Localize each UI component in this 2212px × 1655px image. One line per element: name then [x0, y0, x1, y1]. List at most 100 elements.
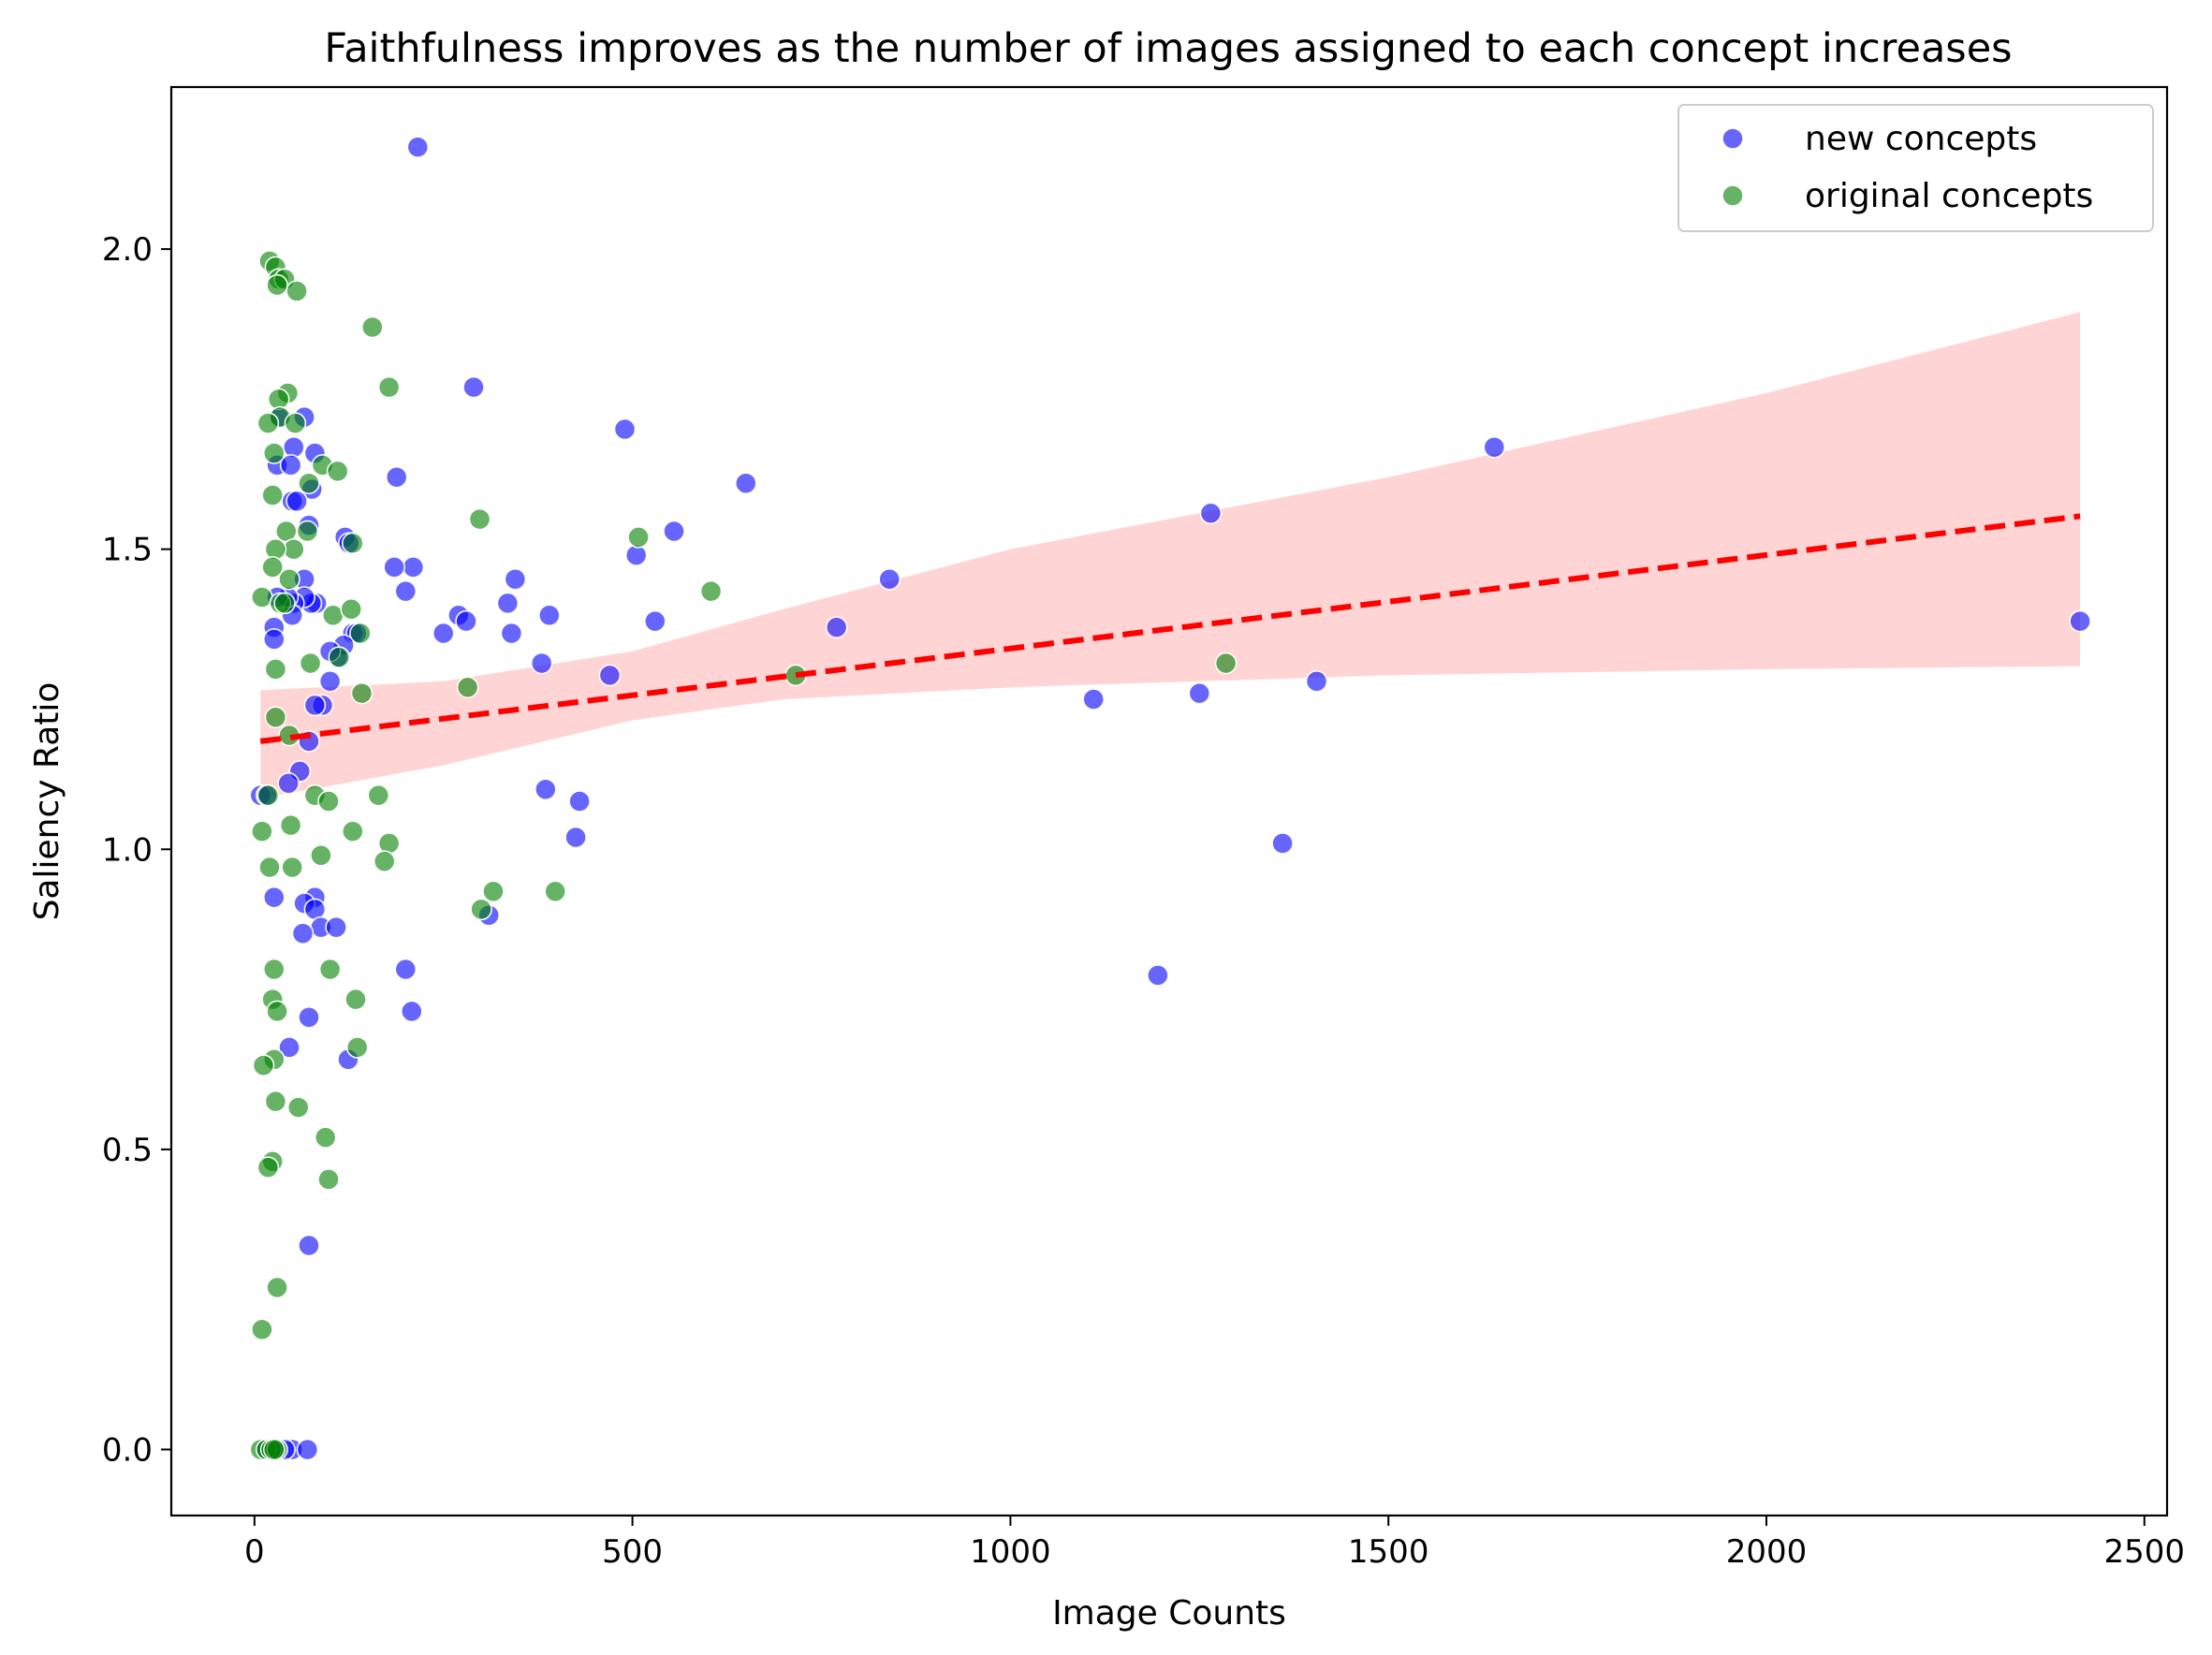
series-original-concepts [249, 250, 1238, 1461]
scatter-point [298, 472, 320, 494]
scatter-point [326, 460, 349, 483]
legend: new concepts original concepts [1677, 104, 2154, 232]
scatter-point [1305, 670, 1328, 693]
x-tick-label: 1500 [1348, 1533, 1429, 1571]
scatter-point [470, 898, 492, 921]
scatter-point [350, 681, 374, 705]
scatter-point [1147, 964, 1169, 987]
chart-title: Faithfulness improves as the number of i… [324, 25, 2012, 72]
scatter-point [264, 706, 287, 728]
scatter-point [281, 856, 303, 879]
scatter-point [349, 622, 372, 645]
scatter-point [298, 1006, 320, 1029]
scatter-point [663, 520, 685, 543]
scatter-point [568, 790, 591, 813]
scatter-point [273, 592, 296, 615]
scatter-point [496, 592, 520, 615]
scatter-point [878, 568, 901, 591]
scatter-point [1214, 652, 1238, 675]
scatter-point [361, 315, 384, 339]
scatter-point [535, 778, 557, 800]
scatter-point [644, 609, 667, 633]
scatter-point [367, 784, 390, 807]
scatter-point [261, 556, 284, 579]
x-tick-label: 2000 [1726, 1533, 1808, 1571]
scatter-point [538, 604, 561, 626]
y-tick-label: 0.5 [102, 1132, 153, 1169]
scatter-point [456, 676, 479, 698]
scatter-point [1199, 502, 1223, 524]
scatter-point [318, 958, 342, 981]
scatter-point [402, 556, 425, 579]
x-tick-label: 0 [244, 1533, 265, 1571]
scatter-point [284, 412, 307, 434]
scatter-point [325, 915, 347, 939]
scatter-point [345, 1036, 369, 1059]
legend-marker-new-concepts [1721, 127, 1744, 150]
scatter-point [613, 417, 637, 441]
scatter-point [385, 466, 408, 489]
scatter-point [286, 490, 308, 513]
scatter-point [279, 454, 302, 476]
scatter-point [468, 507, 491, 531]
scatter-point [256, 412, 280, 434]
x-tick-label: 500 [602, 1533, 663, 1571]
scatter-point [251, 586, 273, 608]
scatter-point [296, 1438, 319, 1461]
scatter-point [462, 375, 485, 399]
scatter-point [394, 579, 417, 603]
legend-label-new-concepts: new concepts [1805, 120, 2037, 158]
regression-line [259, 513, 2081, 744]
y-tick-label: 2.0 [102, 231, 153, 269]
scatter-point [299, 652, 322, 675]
legend-marker-original-concepts [1721, 184, 1744, 207]
scatter-point [825, 616, 848, 638]
scatter-point [283, 435, 305, 459]
scatter-point [251, 1318, 273, 1340]
scatter-point [598, 664, 622, 687]
axes-frame [169, 85, 2169, 1517]
scatter-point [432, 622, 455, 645]
scatter-point [322, 604, 344, 626]
scatter-point [266, 1000, 288, 1023]
scatter-point [277, 772, 300, 795]
scatter-point [286, 1096, 310, 1119]
scatter-point [256, 1156, 280, 1179]
scatter-point [278, 1036, 300, 1059]
legend-box [1677, 104, 2154, 232]
legend-label-original-concepts: original concepts [1805, 177, 2093, 215]
scatter-point [377, 832, 401, 855]
scatter-point [328, 646, 351, 668]
scatter-point [530, 652, 553, 675]
scatter-point [263, 958, 286, 981]
scatter-point [455, 609, 477, 633]
scatter-point [264, 658, 287, 681]
scatter-point [735, 472, 757, 494]
scatter-point [266, 1276, 288, 1299]
scatter-point [317, 790, 340, 813]
scatter-point [314, 1126, 337, 1149]
scatter-point [264, 537, 287, 561]
scatter-point [373, 850, 396, 872]
scatter-point [482, 880, 505, 902]
scatter-point [263, 442, 286, 464]
y-axis: 0.0 0.5 1.0 1.5 2.0 [102, 231, 171, 1469]
scatter-point [266, 273, 288, 297]
scatter-point [263, 1438, 286, 1461]
scatter-point [251, 820, 273, 842]
scatter-point [383, 556, 405, 579]
scatter-point [2069, 609, 2091, 633]
scatter-point [504, 568, 527, 591]
scatter-point [317, 1168, 340, 1191]
scatter-point [263, 886, 286, 909]
y-tick-label: 0.0 [102, 1431, 153, 1469]
scatter-point [256, 784, 280, 807]
scatter-point [310, 843, 332, 867]
scatter-point [500, 622, 523, 645]
y-tick-label: 1.0 [102, 831, 153, 869]
scatter-point [401, 1000, 423, 1023]
scatter-point [1271, 832, 1294, 855]
x-axis-label: Image Counts [1052, 1594, 1286, 1633]
